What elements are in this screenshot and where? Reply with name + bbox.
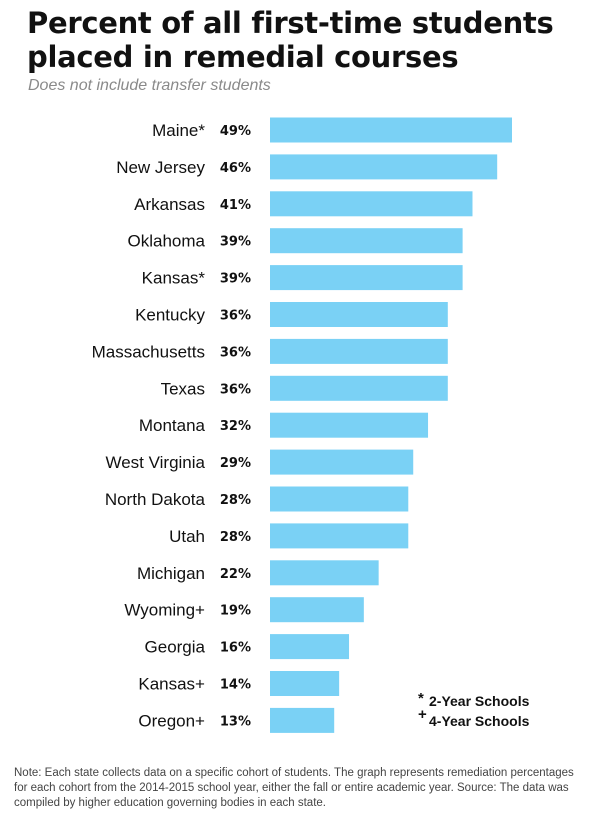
value-label-oregon: 13% <box>220 714 251 729</box>
category-label-texas: Texas <box>161 379 205 398</box>
value-label-new-jersey: 46% <box>220 161 251 176</box>
legend-item-2-year: * 2-Year Schools <box>418 690 530 711</box>
category-label-kansas: Kansas* <box>142 269 206 288</box>
category-label-new-jersey: New Jersey <box>116 158 205 177</box>
category-label-michigan: Michigan <box>137 564 205 583</box>
category-label-west-virginia: West Virginia <box>105 453 205 472</box>
bar-north-dakota <box>270 486 409 512</box>
chart-title: Percent of all first-time students place… <box>27 6 554 74</box>
value-label-kansas: 14% <box>220 678 251 693</box>
value-label-maine: 49% <box>220 124 251 139</box>
legend-symbol-asterisk: * <box>418 690 424 707</box>
bar-montana <box>270 412 429 438</box>
value-label-massachusetts: 36% <box>220 345 251 360</box>
category-label-georgia: Georgia <box>145 638 206 657</box>
legend-item-4-year: + 4-Year Schools <box>418 706 530 731</box>
category-label-montana: Montana <box>139 416 206 435</box>
value-label-wyoming: 19% <box>220 604 251 619</box>
value-label-georgia: 16% <box>220 641 251 656</box>
bar-utah <box>270 523 409 549</box>
footnote: Note: Each state collects data on a spec… <box>14 767 574 809</box>
value-label-michigan: 22% <box>220 567 251 582</box>
legend-label-2-year: 2-Year Schools <box>429 693 530 709</box>
category-label-oregon: Oregon+ <box>138 711 205 730</box>
value-label-kentucky: 36% <box>220 309 251 324</box>
bar-michigan <box>270 560 379 586</box>
bar-oregon <box>270 707 335 733</box>
bar-georgia <box>270 634 350 660</box>
bar-kansas <box>270 671 340 696</box>
bar-kentucky <box>270 302 448 327</box>
category-label-wyoming: Wyoming+ <box>124 601 205 620</box>
category-label-arkansas: Arkansas <box>134 195 205 214</box>
category-label-maine: Maine* <box>152 121 205 140</box>
bar-massachusetts <box>270 338 448 364</box>
chart-subtitle: Does not include transfer students <box>28 77 271 94</box>
bar-west-virginia <box>270 449 414 475</box>
legend-label-4-year: 4-Year Schools <box>429 713 530 729</box>
bar-texas <box>270 375 448 401</box>
bar-kansas <box>270 265 463 291</box>
bar-wyoming <box>270 597 364 623</box>
legend-symbol-plus: + <box>418 706 427 723</box>
category-label-north-dakota: North Dakota <box>105 490 206 509</box>
value-label-kansas: 39% <box>220 272 251 287</box>
category-label-utah: Utah <box>169 527 205 546</box>
legend: * 2-Year Schools + 4-Year Schools <box>418 690 530 731</box>
value-label-north-dakota: 28% <box>220 493 251 508</box>
category-label-massachusetts: Massachusetts <box>92 342 205 361</box>
bar-chart: Maine* 49% New Jersey 46% Arkansas 41% Oklahom… <box>92 117 512 733</box>
value-label-montana: 32% <box>220 419 251 434</box>
category-label-kentucky: Kentucky <box>135 306 205 325</box>
category-label-kansas: Kansas+ <box>138 675 205 694</box>
bar-arkansas <box>270 191 473 217</box>
bar-maine <box>270 117 512 143</box>
value-label-arkansas: 41% <box>220 198 251 213</box>
bar-oklahoma <box>270 228 463 254</box>
value-label-texas: 36% <box>220 382 251 397</box>
category-label-oklahoma: Oklahoma <box>128 232 206 251</box>
value-label-utah: 28% <box>220 530 251 545</box>
value-label-west-virginia: 29% <box>220 456 251 471</box>
value-label-oklahoma: 39% <box>220 235 251 250</box>
bar-new-jersey <box>270 154 498 180</box>
